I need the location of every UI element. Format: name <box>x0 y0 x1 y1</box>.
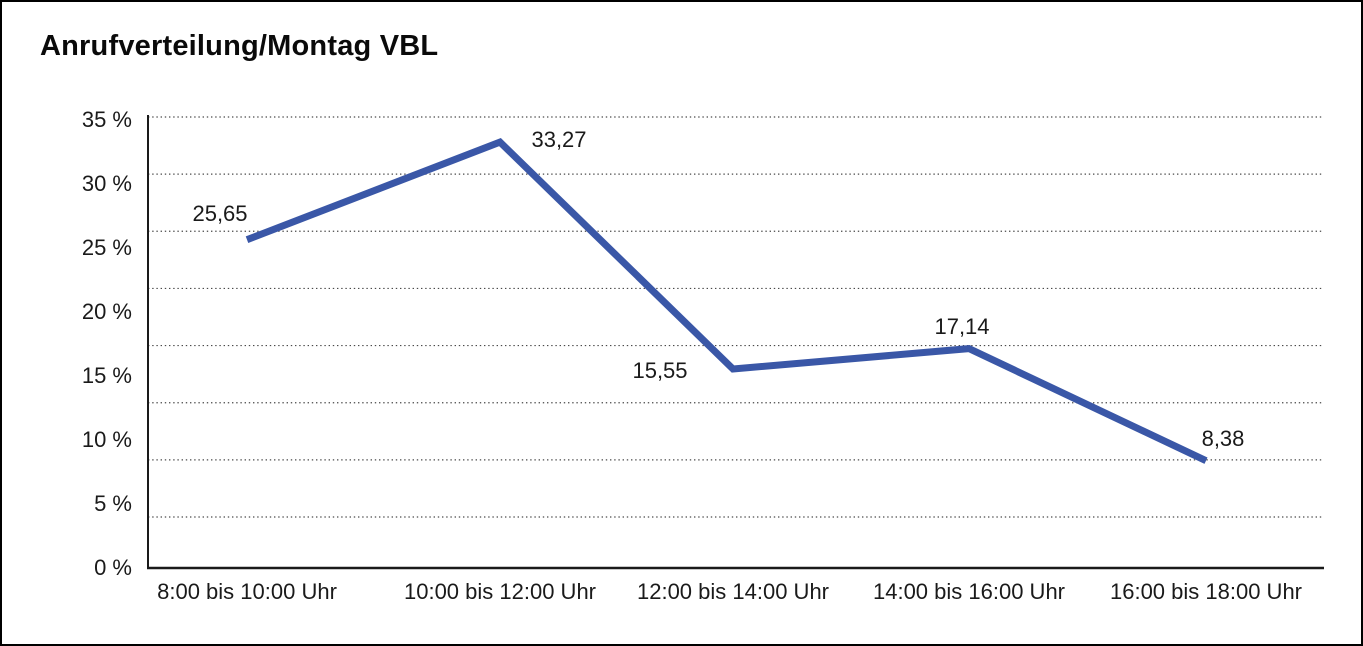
x-axis-tick-label: 10:00 bis 12:00 Uhr <box>403 579 597 604</box>
data-point-label: 8,38 <box>1201 425 1245 451</box>
y-axis-tick-label: 0 % <box>94 555 132 580</box>
chart-title: Anrufverteilung/Montag VBL <box>40 30 439 62</box>
x-axis-tick-label: 14:00 bis 16:00 Uhr <box>872 579 1066 604</box>
y-axis-tick-label: 5 % <box>94 491 132 516</box>
y-axis-tick-label: 25 % <box>81 235 132 260</box>
data-point-label: 25,65 <box>192 200 248 226</box>
y-axis-tick-label: 20 % <box>81 299 132 324</box>
data-point-label: 33,27 <box>531 127 587 153</box>
y-axis-tick-label: 35 % <box>81 107 132 132</box>
x-axis-tick-label: 8:00 bis 10:00 Uhr <box>157 579 337 604</box>
x-axis-tick-label: 12:00 bis 14:00 Uhr <box>636 579 830 604</box>
data-line <box>245 138 1208 464</box>
y-axis-tick-label: 30 % <box>81 171 132 196</box>
y-axis-tick-label: 10 % <box>81 427 132 452</box>
data-point-label: 17,14 <box>934 313 990 339</box>
data-point-label: 15,55 <box>632 357 688 383</box>
y-axis-tick-label: 15 % <box>81 363 132 388</box>
x-axis-tick-label: 16:00 bis 18:00 Uhr <box>1109 579 1303 604</box>
